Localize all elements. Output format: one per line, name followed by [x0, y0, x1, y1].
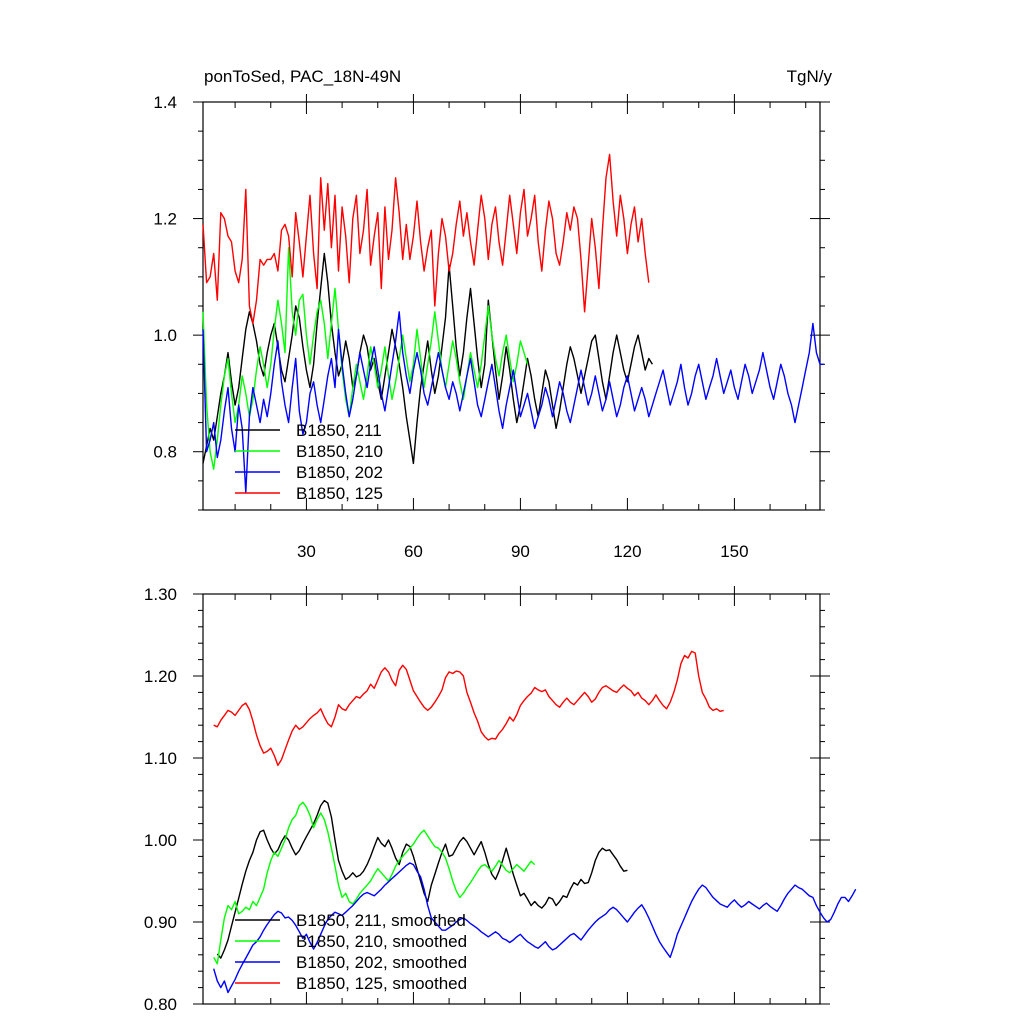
top-legend-label-1: B1850, 210 [296, 442, 383, 461]
bottom-y-tick-label: 0.80 [144, 995, 177, 1014]
top-legend-label-2: B1850, 202 [296, 463, 383, 482]
top-legend-label-0: B1850, 211 [296, 421, 382, 440]
top-chart-title: ponToSed, PAC_18N-49N [204, 67, 401, 86]
bottom-y-tick-label: 1.30 [144, 585, 177, 604]
top-legend-label-3: B1850, 125 [296, 484, 383, 503]
bottom-y-tick-label: 1.10 [144, 749, 177, 768]
bottom-y-tick-label: 0.90 [144, 913, 177, 932]
bottom-panel: 0.80 0.90 1.00 1.10 1.20 1.30 B1850, 211, smo… [144, 585, 857, 1014]
bottom-legend: B1850, 211, smoothed B1850, 210, smoothed… [235, 911, 467, 993]
top-series-group [202, 153, 824, 494]
bottom-plot-frame [202, 593, 821, 1005]
top-chart-units: TgN/y [787, 67, 833, 86]
top-x-tick-label: 120 [613, 542, 641, 561]
top-y-tick-label: 0.8 [153, 443, 177, 462]
top-y-tick-label: 1.4 [153, 93, 177, 112]
top-axis-ticks: 30 60 90 120 150 0.8 1.0 1.2 1.4 [153, 93, 830, 561]
top-x-tick-label: 90 [511, 542, 530, 561]
top-x-tick-label: 30 [297, 542, 316, 561]
bottom-axis-ticks: 0.80 0.90 1.00 1.10 1.20 1.30 [144, 585, 830, 1014]
top-legend: B1850, 211 B1850, 210 B1850, 202 B1850, 125 [235, 421, 383, 503]
bottom-y-tick-label: 1.20 [144, 667, 177, 686]
bottom-legend-label-1: B1850, 210, smoothed [296, 932, 467, 951]
top-x-tick-label: 150 [720, 542, 748, 561]
bottom-legend-label-2: B1850, 202, smoothed [296, 953, 467, 972]
bottom-series-line-2 [213, 862, 857, 994]
bottom-series-group [213, 650, 857, 994]
bottom-series-line-3 [213, 650, 724, 767]
bottom-legend-label-0: B1850, 211, smoothed [296, 911, 466, 930]
bottom-series-line-1 [213, 801, 536, 965]
top-y-tick-label: 1.2 [153, 210, 177, 229]
top-series-line-2 [202, 311, 824, 494]
top-y-tick-label: 1.0 [153, 326, 177, 345]
bottom-legend-label-3: B1850, 125, smoothed [296, 974, 467, 993]
top-series-line-3 [202, 153, 650, 325]
bottom-y-tick-label: 1.00 [144, 831, 177, 850]
top-panel: ponToSed, PAC_18N-49N TgN/y 30 60 90 120 150… [153, 67, 832, 561]
top-series-line-1 [202, 246, 529, 470]
top-x-tick-label: 60 [404, 542, 423, 561]
